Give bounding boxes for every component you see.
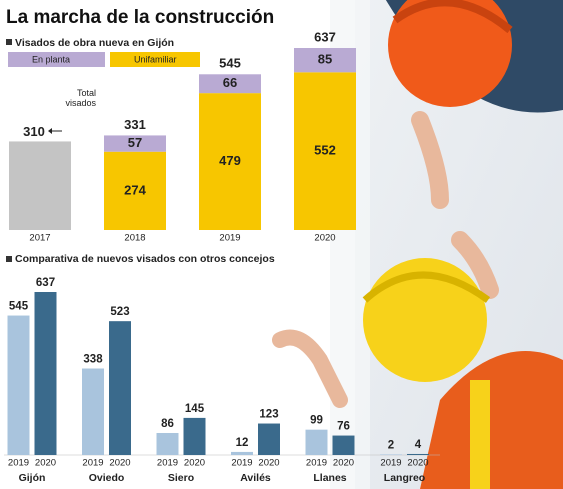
- value-label: 338: [83, 354, 103, 366]
- legend-label: Unifamiliar: [134, 54, 177, 64]
- series-label: 2020: [109, 458, 130, 469]
- series-label: 2020: [184, 458, 205, 469]
- value-label: 86: [161, 418, 174, 430]
- bar-segment: [294, 48, 356, 73]
- total-label: 331: [124, 117, 146, 132]
- value-label: 2: [388, 440, 394, 452]
- bullet: [6, 39, 12, 45]
- legend-swatch: [8, 52, 105, 67]
- value-label: 76: [337, 421, 350, 433]
- x-tick-label: Llanes: [313, 472, 346, 484]
- x-tick-label: Gijón: [19, 472, 46, 484]
- value-label: 66: [223, 75, 237, 90]
- value-label: 123: [259, 409, 278, 421]
- series-label: 2020: [35, 458, 56, 469]
- bar: [7, 315, 30, 455]
- value-label: 552: [314, 143, 336, 158]
- bar-segment: [199, 93, 261, 231]
- chart-title: La marcha de la construcción: [6, 7, 274, 28]
- x-tick-label: Oviedo: [89, 472, 125, 484]
- x-tick-label: Langreo: [384, 472, 425, 484]
- x-tick-label: 2018: [124, 233, 145, 244]
- bar: [183, 417, 206, 455]
- bar-segment: [104, 135, 166, 152]
- bar-segment: [294, 72, 356, 231]
- series-label: 2019: [8, 458, 29, 469]
- value-label: 479: [219, 153, 241, 168]
- value-label: 523: [110, 306, 129, 318]
- bar: [156, 432, 179, 455]
- photo-background: [272, 0, 563, 489]
- value-label: 274: [124, 182, 146, 197]
- bar: [9, 141, 71, 230]
- bar: [109, 321, 131, 455]
- x-tick-label: 2020: [314, 233, 335, 244]
- series-label: 2020: [258, 458, 279, 469]
- x-tick-label: Siero: [168, 472, 194, 484]
- arrow-head: [48, 128, 52, 134]
- value-label: 545: [9, 301, 29, 313]
- chart-subtitle: Comparativa de nuevos visados con otros …: [15, 253, 275, 265]
- total-label: 310: [23, 124, 45, 139]
- bar: [407, 453, 429, 455]
- series-label: 2020: [407, 458, 428, 469]
- bullet: [6, 256, 12, 262]
- bar-segment: [104, 151, 166, 230]
- bar: [82, 368, 104, 455]
- bar: [258, 423, 280, 455]
- legend-label: En planta: [32, 54, 70, 64]
- chart-subtitle: Visados de obra nueva en Gijón: [15, 37, 174, 49]
- legend-swatch: [110, 52, 200, 67]
- bar: [332, 435, 355, 455]
- bar-segment: [199, 74, 261, 94]
- annotation: Total visados: [65, 88, 96, 108]
- value-label: 637: [36, 277, 55, 289]
- total-label: 637: [314, 29, 336, 44]
- bar: [34, 292, 57, 455]
- x-tick-label: 2019: [219, 233, 240, 244]
- total-label: 545: [219, 56, 241, 71]
- series-label: 2019: [157, 458, 178, 469]
- value-label: 85: [318, 52, 332, 67]
- value-label: 4: [415, 439, 422, 451]
- series-label: 2019: [82, 458, 103, 469]
- series-label: 2019: [231, 458, 252, 469]
- x-tick-label: 2017: [29, 233, 50, 244]
- value-label: 99: [310, 415, 323, 427]
- series-label: 2019: [380, 458, 401, 469]
- series-label: 2020: [333, 458, 354, 469]
- x-tick-label: Avilés: [240, 472, 271, 484]
- bar: [305, 429, 328, 455]
- value-label: 57: [128, 135, 142, 150]
- series-label: 2019: [306, 458, 327, 469]
- value-label: 145: [185, 403, 205, 415]
- value-label: 12: [236, 437, 249, 449]
- bar: [231, 451, 253, 455]
- bar: [380, 454, 402, 455]
